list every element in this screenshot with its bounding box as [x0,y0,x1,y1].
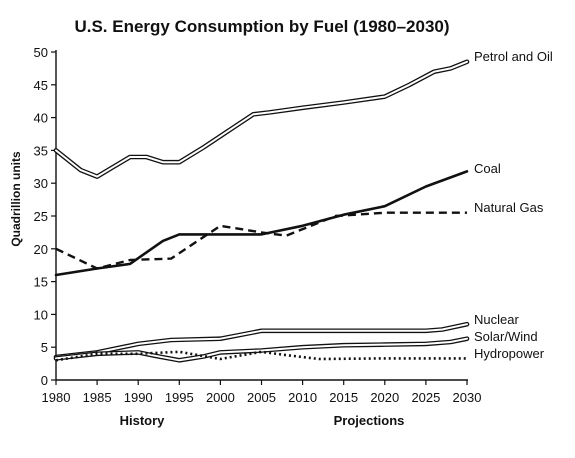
y-axis-label: Quadrillion units [9,151,23,247]
series-label-coal: Coal [474,161,501,176]
x-tick-label: 2020 [370,390,399,405]
series-natural-gas-line [55,211,467,270]
x-tick-label: 1995 [165,390,194,405]
x-tick-label: 2030 [453,390,482,405]
y-tick-label: 30 [34,176,48,191]
x-group-label-history: History [120,413,166,428]
series-label-solar-wind: Solar/Wind [474,329,538,344]
x-group-label-projections: Projections [334,413,405,428]
x-tick-label: 2000 [206,390,235,405]
y-tick-label: 40 [34,111,48,126]
x-tick-label: 2010 [288,390,317,405]
y-tick-label: 25 [34,209,48,224]
y-tick-label: 45 [34,78,48,93]
series-label-nuclear: Nuclear [474,312,519,327]
y-tick-label: 35 [34,143,48,158]
x-tick-label: 2015 [329,390,358,405]
series-label-natural-gas: Natural Gas [474,200,544,215]
x-tick-label: 2025 [411,390,440,405]
series-petrol-and-oil-line [53,59,470,179]
x-ticks: 1980 1985 1990 1995 2000 2005 2010 2015 2020 2025… [42,380,482,405]
y-tick-label: 5 [41,340,48,355]
series-label-petrol-and-oil: Petrol and Oil [474,49,553,64]
x-tick-label: 2005 [247,390,276,405]
y-tick-label: 20 [34,242,48,257]
y-tick-label: 50 [34,45,48,60]
series-labels: Petrol and Oil Coal Natural Gas Nuclear Sola… [474,49,553,361]
y-tick-label: 15 [34,275,48,290]
chart-title: U.S. Energy Consumption by Fuel (1980–20… [74,17,449,36]
series-coal-line [54,170,469,277]
y-tick-label: 0 [41,373,48,388]
y-ticks: 0 5 10 15 20 25 30 35 40 45 50 [34,45,56,388]
x-tick-label: 1990 [124,390,153,405]
x-tick-label: 1985 [83,390,112,405]
series-nuclear-line [53,321,470,360]
series-label-hydropower: Hydropower [474,346,545,361]
y-tick-label: 10 [34,307,48,322]
x-tick-label: 1980 [42,390,71,405]
series-lines [53,59,470,363]
